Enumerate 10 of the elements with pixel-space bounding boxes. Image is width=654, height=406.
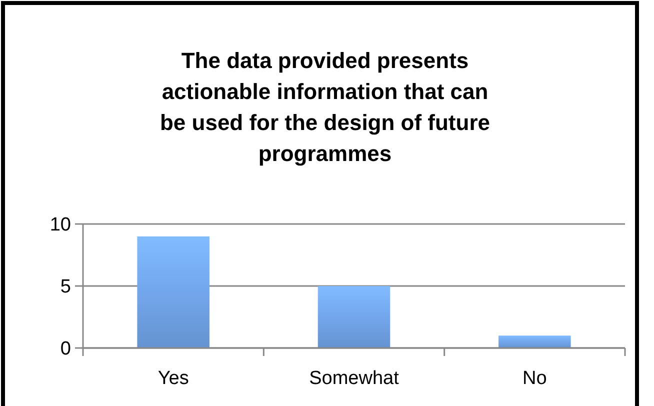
x-tick-label: Somewhat bbox=[309, 368, 400, 389]
x-tick-label: Yes bbox=[158, 368, 189, 389]
y-tick-label: 10 bbox=[50, 214, 71, 236]
x-tick-label: No bbox=[522, 368, 547, 389]
bar bbox=[318, 286, 390, 348]
bar bbox=[137, 236, 210, 348]
bar bbox=[498, 336, 571, 348]
chart-title: The data provided presents actionable information that can be used for the design of future programmes bbox=[160, 48, 490, 166]
y-tick-label: 0 bbox=[60, 338, 71, 360]
y-tick-label: 5 bbox=[60, 276, 71, 298]
